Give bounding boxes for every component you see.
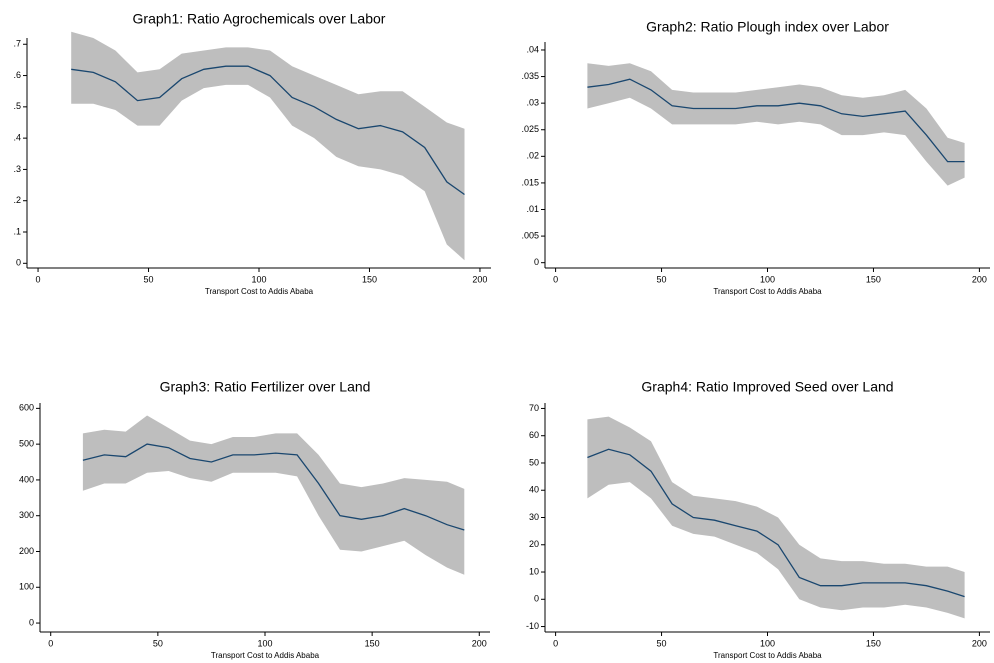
y-tick-label: .03 [526,98,539,108]
y-tick-label: -10 [526,621,539,631]
y-tick-label: 100 [19,582,34,592]
x-tick-label: 200 [972,638,987,648]
y-tick-label: 30 [529,512,539,522]
y-tick-label: .6 [13,70,21,80]
fit-line [587,448,965,598]
x-tick-label: 150 [362,274,377,284]
y-tick-label: 400 [19,474,34,484]
x-tick-label: 100 [251,274,266,284]
y-tick-label: 200 [19,546,34,556]
fit-line [587,78,965,163]
chart-title: Graph3: Ratio Fertilizer over Land [160,379,371,395]
x-tick-label: 200 [472,274,487,284]
x-tick-label: 50 [657,274,667,284]
y-tick-label: 0 [16,258,21,268]
y-tick-label: .5 [13,101,21,111]
y-tick-label: .04 [526,44,539,54]
x-tick-label: 150 [365,638,380,648]
x-tick-label: 0 [553,274,558,284]
y-tick-label: 0 [29,617,34,627]
chart-title: Graph2: Ratio Plough index over Labor [646,19,889,35]
x-axis-label: Transport Cost to Addis Ababa [713,651,822,660]
y-tick-label: .015 [521,177,539,187]
y-tick-label: .02 [526,151,539,161]
x-axis-label: Transport Cost to Addis Ababa [713,287,822,296]
x-tick-label: 100 [257,638,272,648]
chart-title: Graph1: Ratio Agrochemicals over Labor [133,11,386,27]
x-tick-label: 200 [972,274,987,284]
x-tick-label: 200 [472,638,487,648]
x-tick-label: 150 [866,638,881,648]
y-tick-label: 0 [534,257,539,267]
y-tick-label: .4 [13,133,21,143]
confidence-band [71,31,465,261]
x-tick-label: 100 [760,638,775,648]
y-tick-label: .3 [13,164,21,174]
y-tick-label: .7 [13,39,21,49]
x-axis-label: Transport Cost to Addis Ababa [205,287,314,296]
fit-line [71,65,465,196]
x-tick-label: 50 [144,274,154,284]
y-tick-label: 70 [529,403,539,413]
confidence-band [587,416,965,619]
x-tick-label: 50 [657,638,667,648]
x-axis-label: Transport Cost to Addis Ababa [211,651,320,660]
chart-title: Graph4: Ratio Improved Seed over Land [641,379,893,395]
confidence-band [587,63,965,186]
y-tick-label: .2 [13,195,21,205]
y-tick-label: .025 [521,124,539,134]
y-tick-label: 40 [529,485,539,495]
x-tick-label: 0 [36,274,41,284]
x-tick-label: 0 [48,638,53,648]
y-tick-label: 50 [529,457,539,467]
y-tick-label: 0 [534,594,539,604]
y-tick-label: 10 [529,566,539,576]
y-tick-label: 500 [19,439,34,449]
y-tick-label: .1 [13,226,21,236]
y-tick-label: 600 [19,403,34,413]
fit-line [82,443,465,531]
x-tick-label: 50 [153,638,163,648]
y-tick-label: 20 [529,539,539,549]
x-tick-label: 150 [866,274,881,284]
y-tick-label: 300 [19,510,34,520]
x-tick-label: 100 [760,274,775,284]
y-tick-label: .005 [521,230,539,240]
confidence-band [82,415,465,575]
y-tick-label: 60 [529,430,539,440]
y-tick-label: .01 [526,204,539,214]
y-tick-label: .035 [521,71,539,81]
x-tick-label: 0 [553,638,558,648]
